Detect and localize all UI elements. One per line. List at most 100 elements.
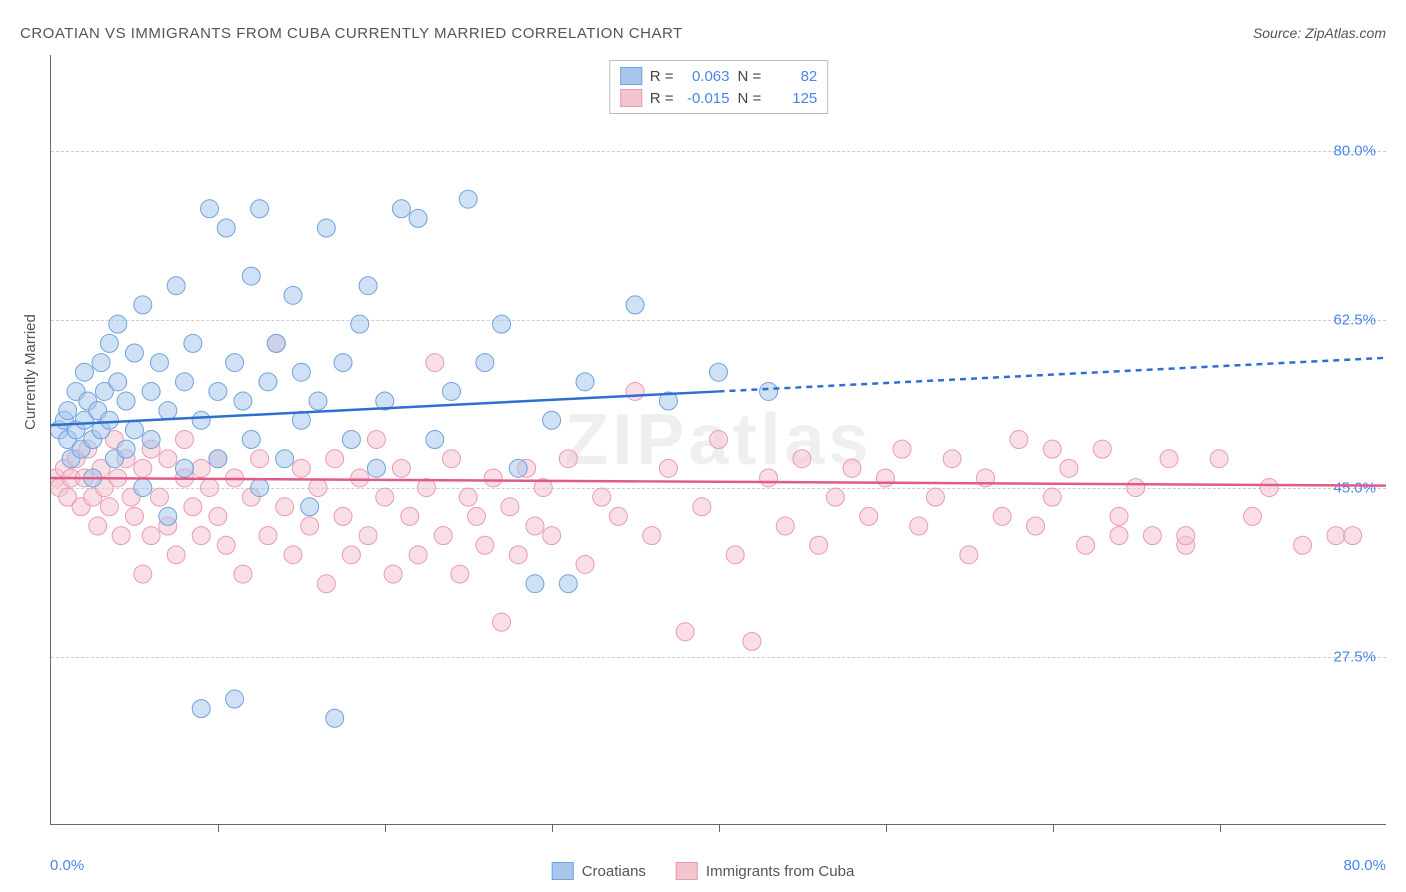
scatter-point <box>251 479 269 497</box>
scatter-point <box>334 507 352 525</box>
scatter-point <box>710 363 728 381</box>
scatter-point <box>284 286 302 304</box>
scatter-point <box>1110 507 1128 525</box>
legend-item-1: Croatians <box>552 862 646 880</box>
scatter-point <box>259 527 277 545</box>
scatter-point <box>351 469 369 487</box>
r-value-2: -0.015 <box>682 90 730 107</box>
stats-row-1: R = 0.063 N = 82 <box>620 67 818 85</box>
scatter-point <box>409 546 427 564</box>
r-label: R = <box>650 90 674 107</box>
scatter-point <box>810 536 828 554</box>
scatter-point <box>1110 527 1128 545</box>
scatter-point <box>359 277 377 295</box>
scatter-point <box>401 507 419 525</box>
scatter-point <box>1344 527 1362 545</box>
scatter-point <box>426 354 444 372</box>
scatter-point <box>342 431 360 449</box>
scatter-point <box>176 373 194 391</box>
scatter-point <box>276 498 294 516</box>
scatter-point <box>309 479 327 497</box>
scatter-point <box>142 382 160 400</box>
chart-container: CROATIAN VS IMMIGRANTS FROM CUBA CURRENT… <box>0 0 1406 892</box>
scatter-point <box>242 431 260 449</box>
scatter-point <box>351 315 369 333</box>
scatter-point <box>134 296 152 314</box>
scatter-point <box>493 315 511 333</box>
scatter-point <box>910 517 928 535</box>
scatter-point <box>75 363 93 381</box>
scatter-point <box>676 623 694 641</box>
scatter-point <box>176 431 194 449</box>
plot-area: ZIPatlas R = 0.063 N = 82 R = -0.015 N =… <box>50 55 1386 825</box>
scatter-point <box>167 277 185 295</box>
scatter-point <box>159 507 177 525</box>
scatter-point <box>376 488 394 506</box>
scatter-point <box>92 354 110 372</box>
y-axis-title: Currently Married <box>22 314 39 430</box>
scatter-point <box>267 334 285 352</box>
scatter-point <box>526 575 544 593</box>
scatter-point <box>1244 507 1262 525</box>
n-value-1: 82 <box>769 68 817 85</box>
scatter-point <box>1160 450 1178 468</box>
scatter-svg <box>51 55 1386 824</box>
scatter-point <box>893 440 911 458</box>
x-tick <box>886 824 887 832</box>
scatter-point <box>192 411 210 429</box>
legend-label-2: Immigrants from Cuba <box>706 863 854 880</box>
scatter-point <box>234 565 252 583</box>
scatter-point <box>326 709 344 727</box>
scatter-point <box>576 555 594 573</box>
scatter-point <box>292 459 310 477</box>
scatter-point <box>993 507 1011 525</box>
scatter-point <box>543 411 561 429</box>
scatter-point <box>476 536 494 554</box>
scatter-point <box>284 546 302 564</box>
scatter-point <box>1027 517 1045 535</box>
scatter-point <box>1143 527 1161 545</box>
scatter-point <box>459 488 477 506</box>
trend-line <box>719 358 1387 392</box>
scatter-point <box>100 498 118 516</box>
scatter-point <box>251 450 269 468</box>
scatter-point <box>192 527 210 545</box>
scatter-point <box>317 575 335 593</box>
scatter-point <box>309 392 327 410</box>
scatter-point <box>426 431 444 449</box>
scatter-point <box>1327 527 1345 545</box>
scatter-point <box>1177 527 1195 545</box>
scatter-point <box>301 517 319 535</box>
x-tick <box>552 824 553 832</box>
scatter-point <box>626 382 644 400</box>
stats-row-2: R = -0.015 N = 125 <box>620 89 818 107</box>
r-value-1: 0.063 <box>682 68 730 85</box>
scatter-point <box>242 267 260 285</box>
scatter-point <box>776 517 794 535</box>
scatter-point <box>125 507 143 525</box>
scatter-point <box>142 527 160 545</box>
scatter-point <box>89 517 107 535</box>
scatter-point <box>159 402 177 420</box>
scatter-point <box>117 392 135 410</box>
source-label: Source: ZipAtlas.com <box>1253 25 1386 41</box>
scatter-point <box>317 219 335 237</box>
legend-swatch-blue-icon <box>552 862 574 880</box>
scatter-point <box>134 459 152 477</box>
scatter-point <box>159 450 177 468</box>
scatter-point <box>301 498 319 516</box>
scatter-point <box>201 479 219 497</box>
scatter-point <box>559 575 577 593</box>
scatter-point <box>134 565 152 583</box>
scatter-point <box>793 450 811 468</box>
scatter-point <box>434 527 452 545</box>
scatter-point <box>367 459 385 477</box>
x-axis-max-label: 80.0% <box>1343 857 1386 874</box>
scatter-point <box>226 354 244 372</box>
scatter-point <box>843 459 861 477</box>
scatter-point <box>1093 440 1111 458</box>
scatter-point <box>476 354 494 372</box>
scatter-point <box>167 546 185 564</box>
scatter-point <box>826 488 844 506</box>
scatter-point <box>659 459 677 477</box>
